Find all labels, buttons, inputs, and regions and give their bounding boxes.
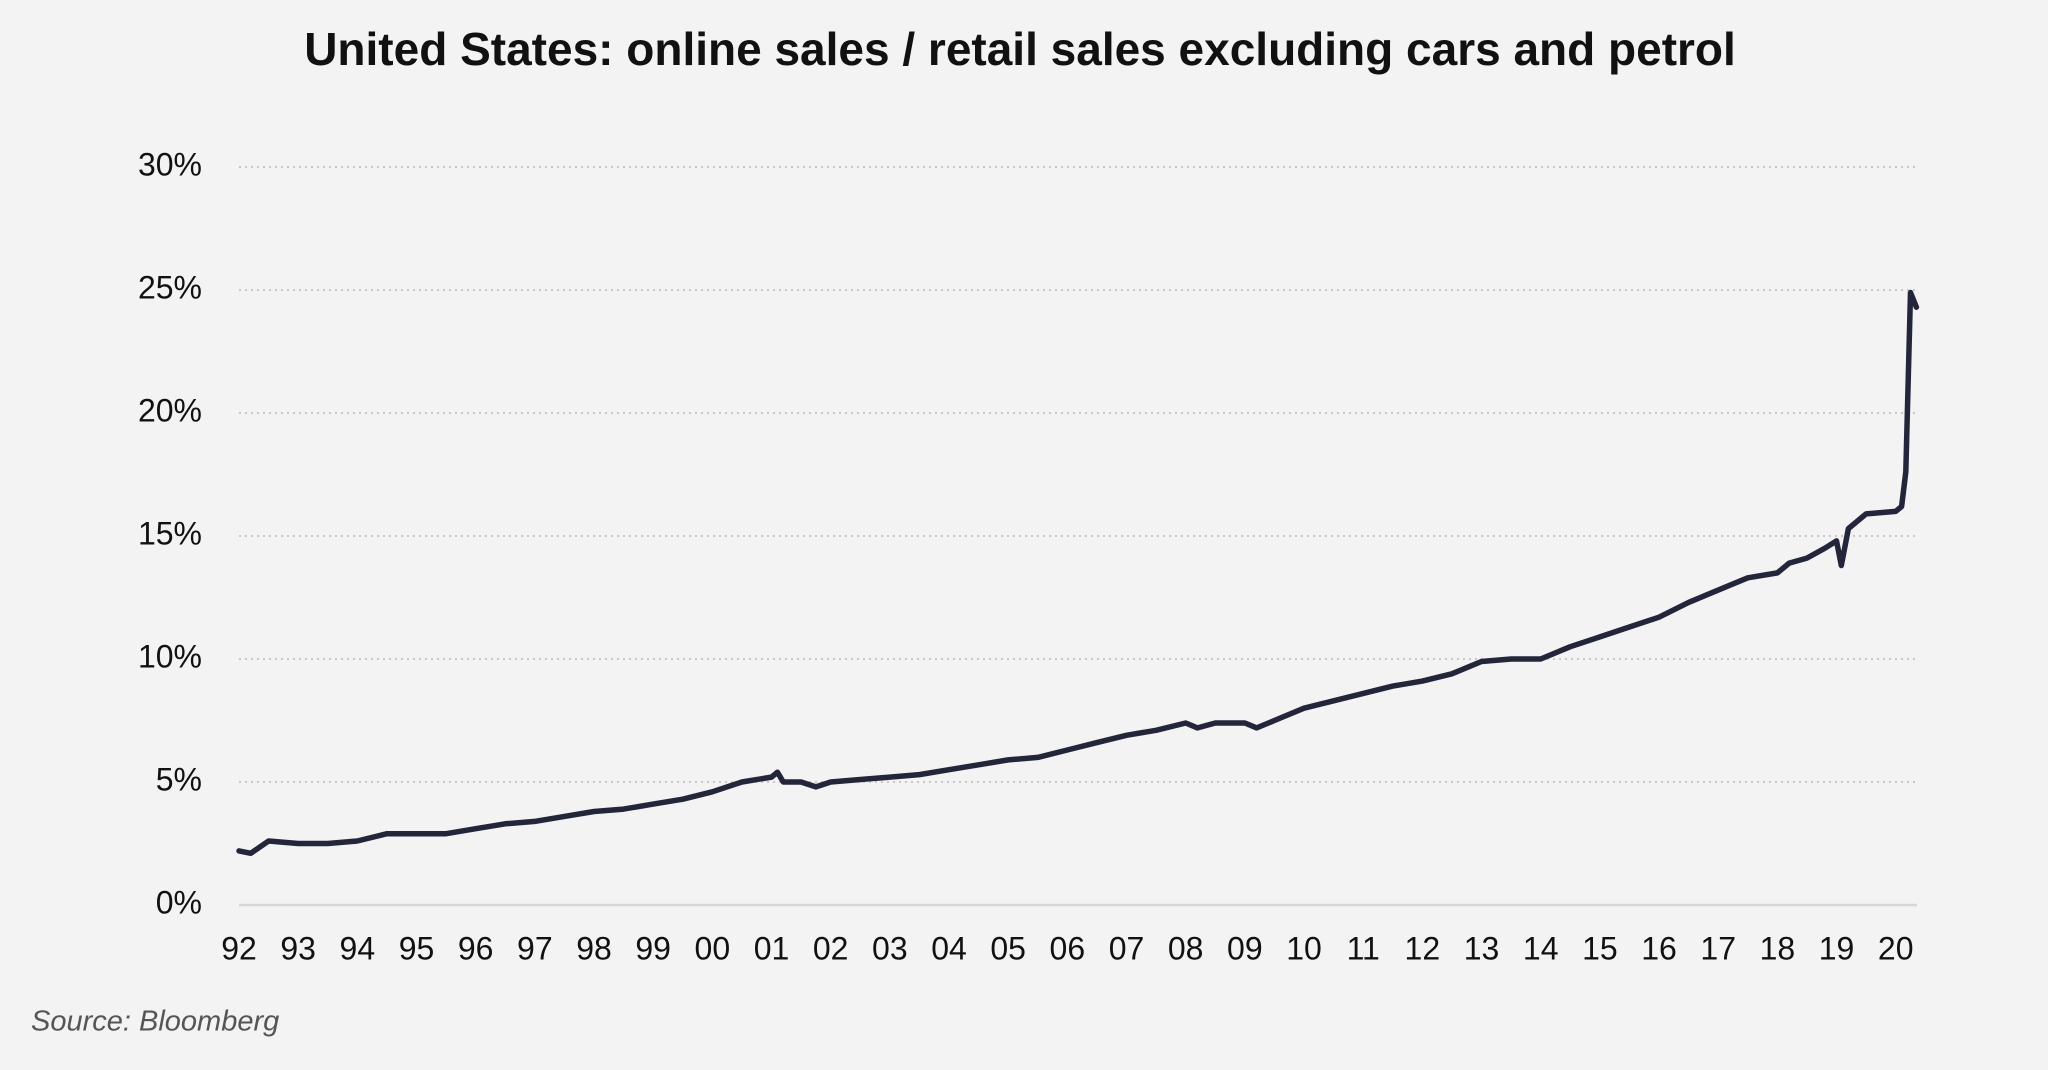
y-tick-label: 0% [156,884,202,920]
y-tick-label: 30% [138,146,202,182]
x-tick-label: 08 [1168,930,1204,966]
y-tick-label: 20% [138,392,202,428]
y-tick-label: 10% [138,638,202,674]
x-tick-label: 94 [340,930,376,966]
x-tick-label: 20 [1878,930,1914,966]
x-tick-label: 93 [280,930,316,966]
x-tick-label: 18 [1760,930,1796,966]
x-tick-label: 12 [1405,930,1441,966]
source-note: Source: Bloomberg [31,1006,279,1038]
x-tick-label: 14 [1523,930,1559,966]
x-tick-label: 03 [872,930,908,966]
x-tick-label: 17 [1700,930,1736,966]
y-tick-label: 5% [156,761,202,797]
x-tick-label: 01 [754,930,790,966]
x-tick-label: 99 [635,930,671,966]
x-tick-label: 97 [517,930,553,966]
data-line [236,289,1920,857]
x-tick-label: 13 [1464,930,1500,966]
x-tick-label: 02 [813,930,849,966]
x-tick-label: 98 [576,930,612,966]
x-tick-label: 11 [1347,930,1380,966]
x-tick-label: 95 [399,930,435,966]
x-tick-label: 07 [1109,930,1145,966]
x-tick-label: 10 [1286,930,1322,966]
x-tick-label: 19 [1819,930,1855,966]
x-tick-label: 06 [1050,930,1086,966]
x-tick-label: 00 [695,930,731,966]
x-tick-label: 15 [1582,930,1618,966]
chart-title: United States: online sales / retail sal… [304,23,1736,75]
x-tick-label: 96 [458,930,494,966]
x-tick-label: 05 [990,930,1026,966]
x-tick-label: 04 [931,930,967,966]
y-tick-label: 25% [138,269,202,305]
x-tick-label: 16 [1641,930,1677,966]
x-tick-label: 09 [1227,930,1263,966]
y-tick-label: 15% [138,515,202,551]
x-tick-label: 92 [221,930,257,966]
